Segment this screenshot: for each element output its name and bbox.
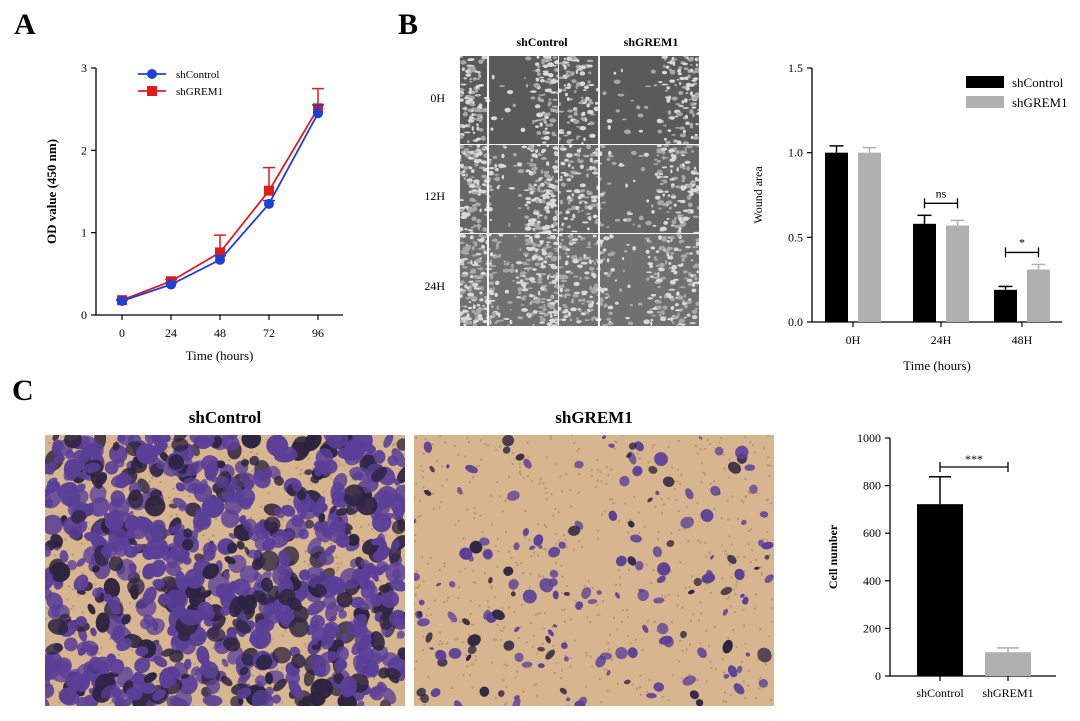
bar <box>858 152 881 322</box>
y-tick-label: 1.5 <box>788 61 803 75</box>
transwell-title-shcontrol: shControl <box>188 408 262 427</box>
legend-label: shControl <box>1012 75 1064 90</box>
x-tick-label: 48 <box>214 326 226 340</box>
legend-marker <box>147 86 157 96</box>
x-tick-label: 96 <box>312 326 324 340</box>
series-line <box>121 112 319 302</box>
wound-image-shcontrol-24h-texture <box>460 234 558 326</box>
y-tick-label: 0.5 <box>788 230 803 244</box>
x-tick-label: 24 <box>165 326 177 340</box>
x-tick-label: shControl <box>916 686 964 700</box>
wound-image-shcontrol-24h <box>460 234 558 326</box>
transwell-image-shcontrol <box>45 435 405 706</box>
y-tick-label: 0.0 <box>788 315 803 329</box>
data-point <box>264 185 274 196</box>
y-axis-label: Cell number <box>826 524 840 589</box>
chart-b-wound-area: 0.0 0.5 1.0 1.5 Wound area Time (hours) 0H 24H 4… <box>751 61 1068 373</box>
legend-marker <box>147 69 157 79</box>
bar <box>1027 269 1050 322</box>
transwell-title-shgrem1: shGREM1 <box>555 408 633 427</box>
panel-label-c: C <box>12 374 34 407</box>
chart-c-cell-number: 0 200 400 600 800 1000 Cell number shControl shG… <box>826 431 1056 700</box>
x-tick-label: 0 <box>119 326 125 340</box>
y-tick-label: 0 <box>81 308 87 322</box>
legend-swatch <box>966 96 1004 108</box>
wound-image-shgrem1-24h <box>559 234 699 326</box>
legend-swatch <box>966 76 1004 88</box>
x-axis-label: Time (hours) <box>186 348 254 363</box>
significance-label: *** <box>965 452 983 466</box>
x-tick-label: 24H <box>931 333 952 347</box>
wound-image-shgrem1-0h-texture <box>559 56 699 144</box>
wound-image-shcontrol-0h <box>460 56 558 144</box>
wound-image-shgrem1-24h-texture <box>559 234 699 326</box>
bar <box>985 652 1031 676</box>
y-tick-label: 2 <box>81 143 87 157</box>
panel-label-b: B <box>398 8 419 41</box>
data-point <box>215 254 225 265</box>
y-tick-label: 200 <box>863 621 881 635</box>
data-point <box>313 108 323 119</box>
x-tick-label: shGREM1 <box>982 686 1033 700</box>
transwell-image-shcontrol-texture <box>45 435 405 706</box>
panel-label-a: A <box>14 8 36 41</box>
legend-label: shControl <box>176 69 219 81</box>
transwell-image-shgrem1-texture <box>414 435 774 706</box>
y-tick-label: 0 <box>875 669 881 683</box>
y-tick-label: 400 <box>863 574 881 588</box>
wound-image-shcontrol-12h-texture <box>460 145 558 233</box>
y-tick-label: 1.0 <box>788 146 803 160</box>
wound-row-label: 24H <box>424 279 445 293</box>
data-point <box>215 247 225 258</box>
x-axis-label: Time (hours) <box>903 358 971 373</box>
y-tick-label: 800 <box>863 479 881 493</box>
bar <box>946 225 969 322</box>
y-axis-label: OD value (450 nm) <box>44 139 59 244</box>
x-tick-label: 0H <box>846 333 861 347</box>
series-line <box>121 107 319 302</box>
y-tick-label: 1 <box>81 226 87 240</box>
y-tick-label: 600 <box>863 526 881 540</box>
legend-label: shGREM1 <box>1012 95 1068 110</box>
data-point <box>264 198 274 209</box>
wound-image-shgrem1-0h <box>559 56 699 144</box>
data-point <box>166 279 176 290</box>
legend-label: shGREM1 <box>176 86 223 98</box>
x-tick-label: 72 <box>263 326 275 340</box>
bar <box>917 504 963 676</box>
y-tick-label: 3 <box>81 61 87 75</box>
x-tick-label: 48H <box>1012 333 1033 347</box>
wound-image-shcontrol-12h <box>460 145 558 233</box>
wound-image-shgrem1-12h-texture <box>559 145 699 233</box>
transwell-image-shgrem1 <box>414 435 774 706</box>
bar <box>825 152 848 322</box>
wound-image-shgrem1-12h <box>559 145 699 233</box>
bar <box>994 289 1017 322</box>
data-point <box>117 296 127 307</box>
wound-row-label: 12H <box>424 189 445 203</box>
wound-image-labels: shControl shGREM1 0H 12H 24H <box>424 35 678 293</box>
y-tick-label: 1000 <box>857 431 881 445</box>
bar <box>913 223 936 322</box>
y-axis-label: Wound area <box>751 166 765 224</box>
wound-col-label: shGREM1 <box>624 35 679 49</box>
significance-label: ns <box>936 186 947 200</box>
chart-a-od-curve: 0 1 2 3 0 24 48 72 96 Time (hours) OD value (450 n… <box>44 61 343 363</box>
wound-image-shcontrol-0h-texture <box>460 56 558 144</box>
wound-col-label: shControl <box>516 35 568 49</box>
wound-row-label: 0H <box>430 91 445 105</box>
significance-label: * <box>1019 235 1025 249</box>
